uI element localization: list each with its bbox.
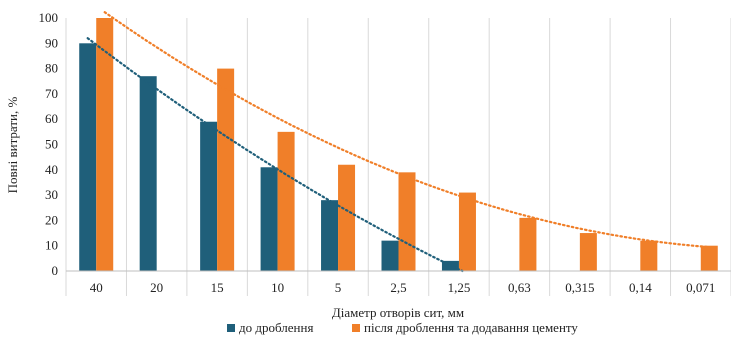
bar-series-2 — [700, 245, 718, 271]
trendlines-layer — [86, 11, 711, 273]
x-tick-label: 40 — [90, 280, 103, 295]
x-tick-label: 2,5 — [390, 280, 406, 295]
bar-series-2 — [579, 233, 597, 271]
y-tick-label: 70 — [45, 86, 58, 101]
bar-series-2 — [519, 217, 537, 271]
y-tick-label: 60 — [45, 111, 58, 126]
x-tick-label: 15 — [211, 280, 224, 295]
bar-series-2 — [640, 240, 658, 271]
x-tick-label: 0,63 — [508, 280, 531, 295]
x-tick-label: 20 — [150, 280, 163, 295]
y-tick-label: 100 — [39, 10, 59, 25]
x-tick-label: 0,14 — [629, 280, 652, 295]
bar-series-1 — [139, 76, 157, 271]
bar-series-1 — [79, 43, 97, 271]
bar-series-2 — [96, 18, 114, 271]
bar-series-2 — [338, 164, 356, 271]
grid-layer — [65, 18, 731, 296]
bar-series-2 — [217, 68, 235, 271]
y-tick-label: 50 — [45, 137, 58, 152]
bars-layer — [79, 18, 718, 271]
bar-series-2 — [458, 192, 476, 271]
x-tick-label: 0,071 — [686, 280, 715, 295]
trendline-series-1 — [86, 37, 464, 273]
trendline-series-2 — [103, 11, 711, 249]
y-tick-label: 40 — [45, 162, 58, 177]
axes-layer: 0 10 20 30 40 50 60 70 80 90 100 40 20 15 10 5 2,5 1,25 0,… — [39, 10, 731, 295]
bar-series-2 — [398, 172, 416, 271]
legend-swatch-series-1 — [227, 324, 235, 332]
y-tick-label: 10 — [45, 238, 58, 253]
legend-swatch-series-2 — [352, 324, 360, 332]
bar-series-1 — [381, 240, 399, 271]
y-tick-label: 20 — [45, 212, 58, 227]
bar-series-1 — [260, 167, 278, 271]
legend-label-series-2: після дроблення та додавання цементу — [364, 320, 578, 335]
bar-series-1 — [321, 200, 339, 271]
legend: до дроблення після дроблення та додаванн… — [227, 320, 578, 335]
x-axis-title: Діаметр отворів сит, мм — [332, 305, 464, 320]
y-tick-label: 80 — [45, 61, 58, 76]
legend-label-series-1: до дроблення — [239, 320, 313, 335]
x-tick-label: 1,25 — [448, 280, 471, 295]
x-tick-label: 10 — [271, 280, 284, 295]
y-tick-label: 30 — [45, 187, 58, 202]
x-tick-label: 5 — [335, 280, 342, 295]
bar-series-1 — [200, 121, 218, 271]
y-tick-label: 90 — [45, 35, 58, 50]
y-tick-label: 0 — [52, 263, 59, 278]
x-tick-label: 0,315 — [565, 280, 594, 295]
y-axis-title: Повні витрати, % — [5, 96, 20, 193]
bar-series-2 — [277, 131, 295, 271]
